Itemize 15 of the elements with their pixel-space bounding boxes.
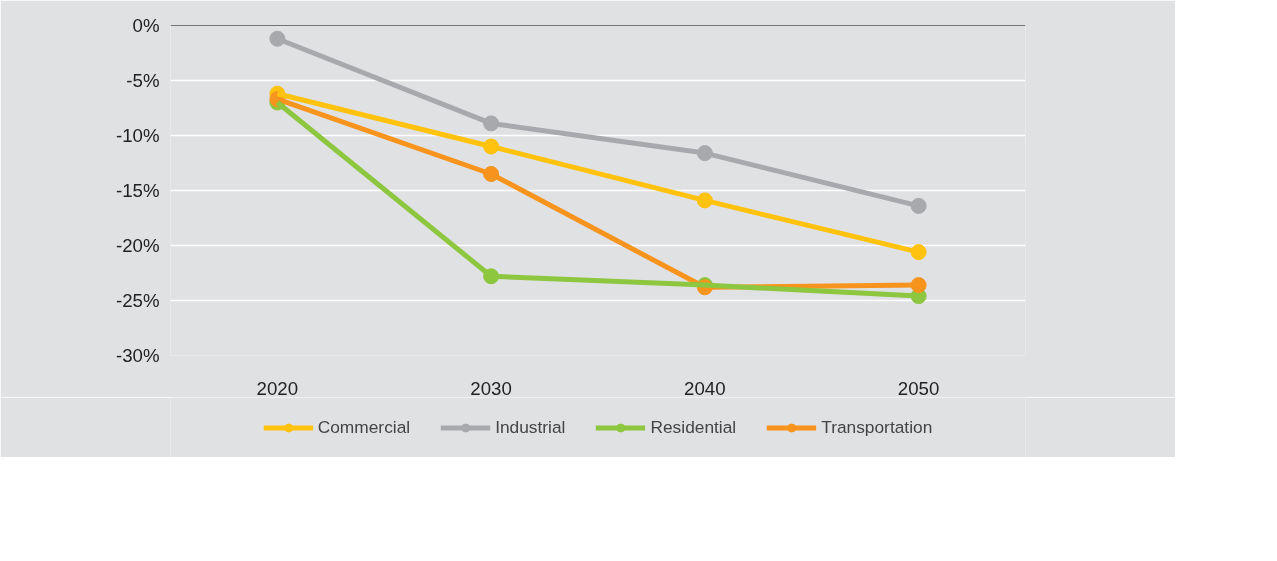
x-tick-label: 2040 bbox=[684, 377, 726, 399]
y-tick-label: -25% bbox=[115, 290, 160, 311]
legend-label: Commercial bbox=[317, 416, 411, 438]
y-tick-label: 0% bbox=[132, 15, 160, 36]
x-tick-label: 2050 bbox=[897, 377, 940, 399]
y-tick-label: -30% bbox=[115, 345, 160, 366]
legend-label: Transportation bbox=[821, 416, 933, 438]
x-tick-label: 2030 bbox=[470, 377, 512, 399]
legend-label: Industrial bbox=[495, 416, 566, 438]
x-tick-label: 2020 bbox=[256, 377, 299, 399]
y-tick-label: -10% bbox=[115, 125, 160, 146]
y-tick-label: -20% bbox=[115, 235, 160, 256]
y-tick-label: -15% bbox=[115, 180, 160, 201]
y-tick-label: -5% bbox=[126, 70, 160, 91]
legend-label: Residential bbox=[650, 416, 737, 438]
